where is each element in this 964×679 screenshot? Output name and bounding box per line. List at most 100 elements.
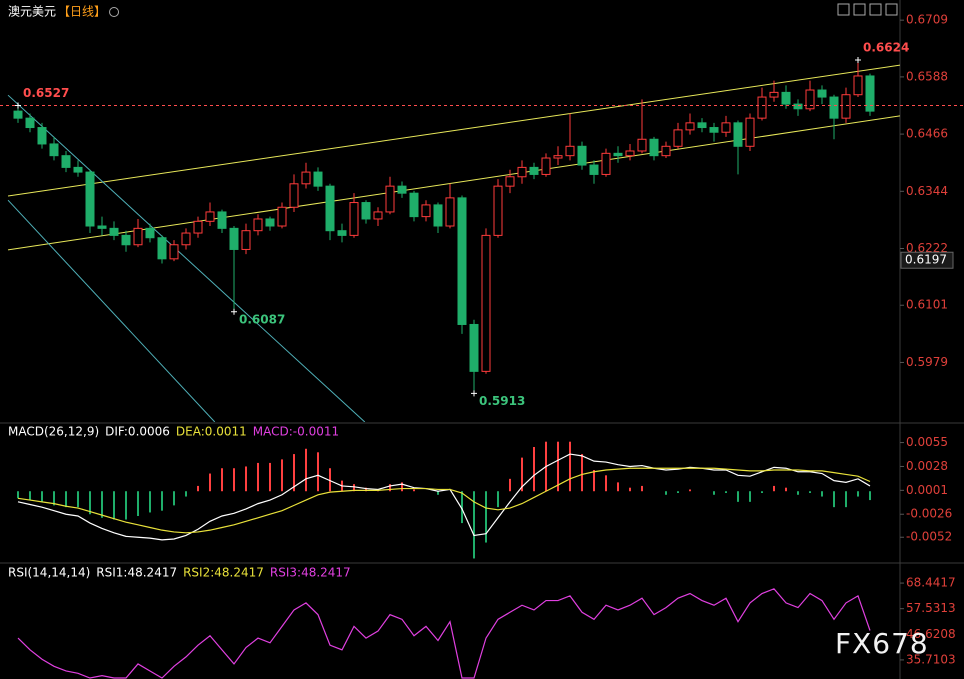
candle-body [301, 171, 311, 185]
candle-body [217, 211, 227, 229]
candle-body [109, 227, 119, 236]
icon[interactable] [837, 3, 850, 16]
candle-body [553, 155, 563, 159]
candle-body [349, 202, 359, 236]
candle-body [157, 237, 167, 260]
candle-body [637, 138, 647, 152]
indicator-label: DEA:0.0011 [176, 425, 247, 439]
candle-body [577, 145, 587, 166]
candle-body [325, 185, 335, 232]
candle-body [133, 227, 143, 246]
candle-body [805, 89, 815, 110]
candle-body [757, 96, 767, 119]
extreme-label: 0.6624 [863, 41, 909, 55]
candle-body [337, 230, 347, 236]
indicator-label: RSI3:48.2417 [270, 566, 351, 580]
candle-body [565, 145, 575, 157]
y-tick-label: 0.6709 [906, 13, 948, 27]
extreme-marker [471, 390, 477, 397]
candle-body [529, 166, 539, 175]
y-tick-label: 0.6344 [906, 184, 948, 198]
current-price-box [900, 251, 954, 269]
y-tick-label: 0.6222 [906, 241, 948, 255]
candle-body [181, 232, 191, 246]
candle-body [289, 183, 299, 208]
candle-body [721, 122, 731, 133]
indicator-label: MACD:-0.0011 [253, 425, 339, 439]
candle-body [469, 323, 479, 372]
indicator-line [17, 453, 871, 541]
candle-body [517, 166, 527, 178]
y-tick-label: 0.0055 [906, 435, 948, 449]
indicator-label: RSI(14,14,14) [8, 566, 90, 580]
candle-body [361, 202, 371, 220]
trend-line [7, 199, 216, 422]
candle-body [37, 127, 47, 145]
candle-body [193, 220, 203, 234]
extreme-marker [231, 308, 237, 315]
candle-body [829, 96, 839, 119]
candle-body [49, 143, 59, 157]
indicator-label: RSI1:48.2417 [96, 566, 177, 580]
candle-body [601, 152, 611, 175]
price-plot [7, 60, 900, 422]
extreme-marker [15, 102, 21, 109]
toolbar-icons[interactable] [837, 3, 898, 16]
candle-body [853, 75, 863, 96]
extreme-label: 0.6087 [239, 312, 285, 326]
indicator-label: MACD(26,12,9) [8, 425, 99, 439]
candle-body [649, 138, 659, 157]
indicator-label: DIF:0.0006 [105, 425, 170, 439]
indicator-line [17, 588, 871, 679]
candle-body [817, 89, 827, 98]
current-price-label: 0.6197 [905, 253, 947, 267]
candle-body [265, 218, 275, 227]
candle-body [673, 129, 683, 147]
candle-body [85, 171, 95, 227]
candle-body [769, 91, 779, 98]
candle-body [733, 122, 743, 147]
y-tick-label: 68.4417 [906, 576, 956, 590]
candle-body [445, 197, 455, 227]
candle-body [313, 171, 323, 187]
candle-body [397, 185, 407, 194]
candle-body [793, 103, 803, 110]
extreme-marker [855, 57, 861, 64]
candle-body [25, 117, 35, 129]
y-tick-label: 57.5313 [906, 601, 956, 615]
candle-body [745, 117, 755, 147]
period-label: 【日线】 [58, 5, 106, 19]
trend-line [7, 94, 366, 422]
candle-body [277, 206, 287, 227]
watermark: FX678 [835, 627, 929, 660]
indicator-label: RSI2:48.2417 [183, 566, 264, 580]
candle-body [493, 185, 503, 236]
candle-body [505, 176, 515, 187]
candle-body [613, 152, 623, 157]
candle-body [481, 234, 491, 372]
candle-body [589, 164, 599, 175]
candle-body [205, 211, 215, 222]
candle-body [169, 244, 179, 260]
settings-icon[interactable] [109, 7, 120, 17]
candle-body [661, 145, 671, 157]
indicator-line [17, 467, 871, 534]
y-tick-label: 0.6588 [906, 69, 948, 83]
candle-body [841, 94, 851, 119]
candle-body [61, 155, 71, 168]
candle-body [385, 185, 395, 213]
candle-body [253, 218, 263, 232]
y-tick-label: 0.0001 [906, 483, 948, 497]
extreme-label: 0.6527 [23, 86, 69, 100]
icon[interactable] [853, 3, 866, 16]
y-tick-label: -0.0026 [906, 507, 952, 521]
candle-body [97, 225, 107, 229]
icon[interactable] [869, 3, 882, 16]
icon[interactable] [885, 3, 898, 16]
candle-body [373, 211, 383, 220]
y-tick-label: 0.6466 [906, 127, 948, 141]
candle-body [457, 197, 467, 325]
candle-body [433, 204, 443, 227]
